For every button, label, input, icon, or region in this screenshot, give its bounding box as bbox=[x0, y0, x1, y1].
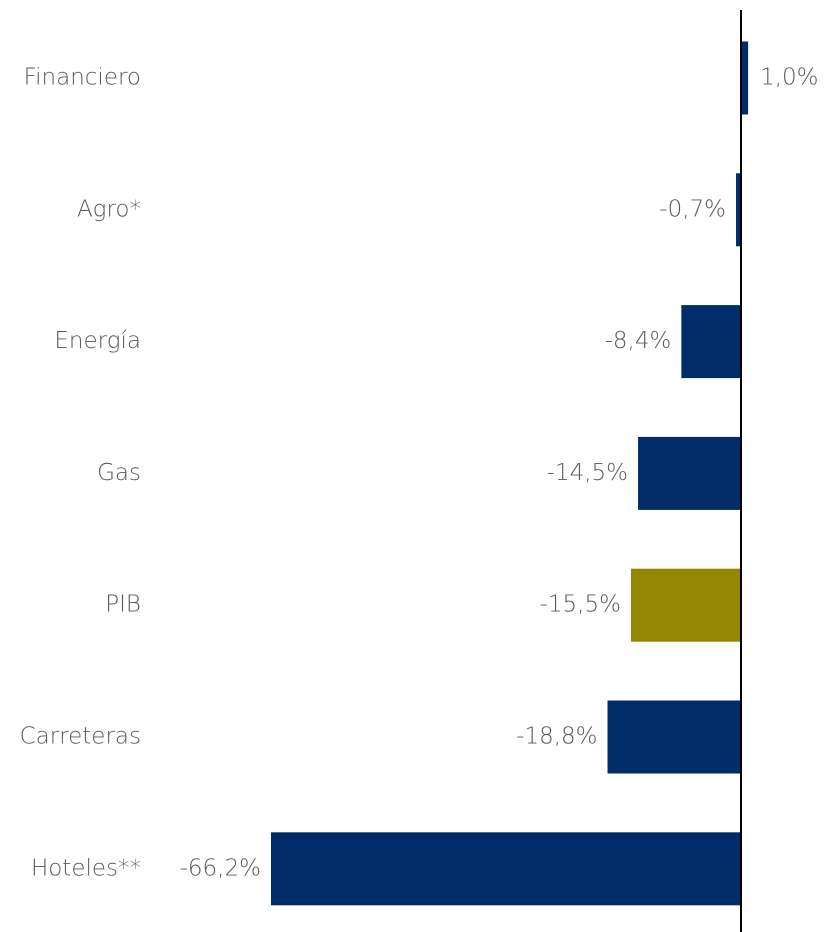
value-label: -0,7% bbox=[659, 196, 726, 222]
category-label: Hoteles** bbox=[31, 855, 141, 881]
bar bbox=[741, 41, 749, 115]
value-label: -66,2% bbox=[180, 855, 261, 881]
category-label: Gas bbox=[97, 460, 141, 486]
value-label: -15,5% bbox=[540, 592, 621, 618]
category-label: Agro* bbox=[77, 196, 141, 222]
bar bbox=[607, 700, 741, 774]
bar bbox=[638, 436, 741, 510]
bar bbox=[736, 173, 741, 247]
category-label: Financiero bbox=[24, 65, 141, 91]
category-label: PIB bbox=[105, 592, 141, 618]
value-label: 1,0% bbox=[760, 65, 818, 91]
value-label: -18,8% bbox=[516, 724, 597, 750]
bar bbox=[270, 832, 741, 906]
value-label: -14,5% bbox=[547, 460, 628, 486]
value-label: -8,4% bbox=[605, 328, 672, 354]
category-label: Energía bbox=[54, 328, 141, 354]
bar bbox=[681, 305, 741, 379]
bar bbox=[630, 568, 741, 642]
category-label: Carreteras bbox=[20, 724, 141, 750]
